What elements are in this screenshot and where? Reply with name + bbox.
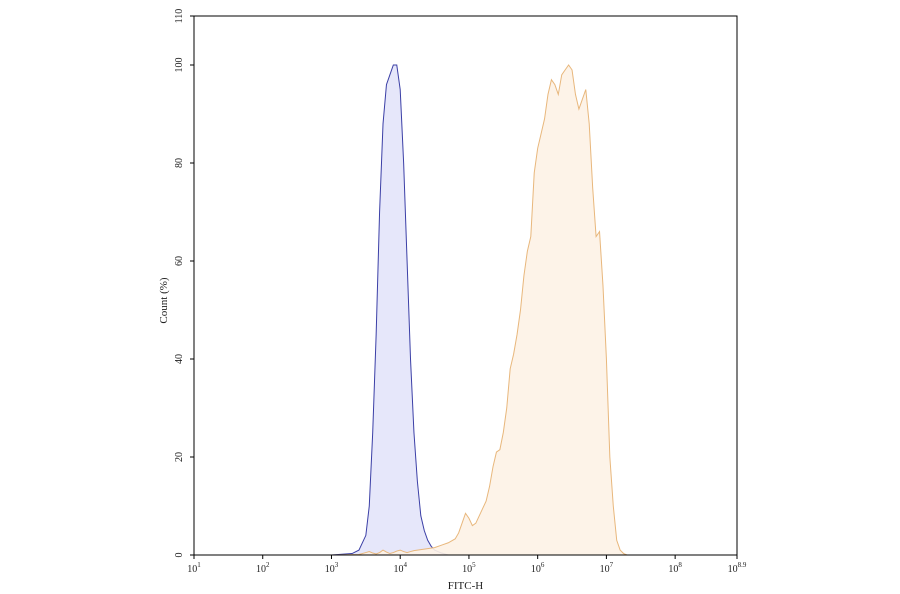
x-tick-label: 103: [325, 561, 339, 575]
x-axis-title: FITC-H: [448, 580, 484, 592]
y-tick-label: 100: [174, 58, 185, 73]
x-axis: 101 102 103 104 105 106 107 108 108.9: [187, 555, 747, 575]
series-2-line: [194, 64, 737, 556]
x-tick-label: 102: [256, 561, 270, 575]
y-tick-label: 40: [174, 354, 185, 364]
x-tick-label: 108.9: [728, 561, 747, 575]
series-1-area: [194, 65, 737, 555]
y-tick-label: 80: [174, 158, 185, 168]
series-layer: [194, 64, 737, 556]
y-tick-label: 110: [174, 9, 185, 24]
series-2-area: [194, 65, 737, 555]
x-tick-label: 107: [600, 561, 614, 575]
x-tick-label: 104: [393, 561, 407, 575]
y-axis: 0 20 40 60 80 100 110: [174, 9, 194, 558]
y-axis-title: Count (%): [158, 277, 170, 323]
x-tick-label: 101: [187, 561, 201, 575]
series-1-line: [194, 64, 737, 556]
plot-frame: [193, 15, 738, 556]
y-tick-label: 0: [174, 553, 185, 558]
y-tick-label: 20: [174, 452, 185, 462]
x-tick-label: 105: [462, 561, 476, 575]
y-tick-label: 60: [174, 256, 185, 266]
x-tick-label: 106: [531, 561, 545, 575]
x-tick-label: 108: [668, 561, 682, 575]
